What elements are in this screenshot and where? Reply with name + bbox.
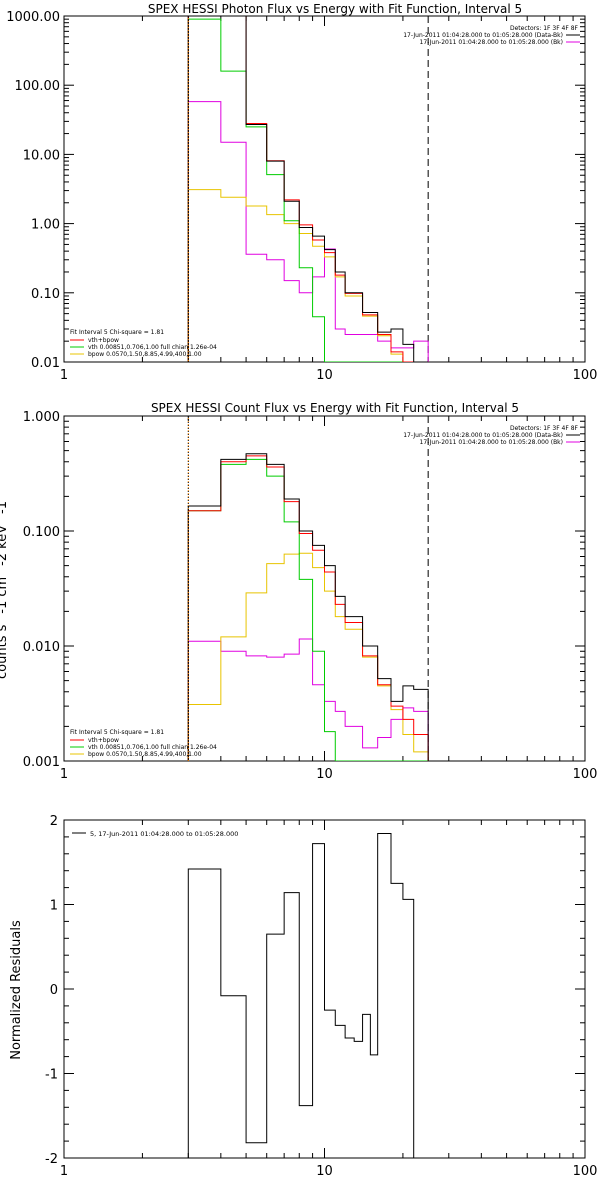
y-tick-label: -1 [45,1068,58,1083]
count-plot-area: 1 10 100 0.001 0.010 0.100 1.000 [23,410,598,782]
y-tick-label: 100.00 [15,79,61,94]
series-background-line [187,101,429,362]
series-bpow-line [187,552,429,761]
y-tick-label: 0.001 [23,755,60,770]
count-flux-panel: SPEX HESSI Count Flux vs Energy with Fit… [0,401,597,782]
residuals-legend-text: 5, 17-Jun-2011 01:04:28.000 to 01:05:28.… [90,830,238,838]
x-tick-label: 10 [316,368,333,383]
photon-time-range-2: 17-Jun-2011 01:04:28.000 to 01:05:28.000… [420,39,563,46]
series-total-line [187,455,429,761]
y-tick-label: 1.00 [31,218,60,233]
series-total-line [187,16,429,362]
count-panel-title: SPEX HESSI Count Flux vs Energy with Fit… [151,401,519,415]
y-tick-label: 2 [50,814,58,829]
series-residuals-line [187,833,415,1158]
y-tick-label: 0 [50,983,58,998]
count-y-axis-label: counts s^-1 cm^-2 keV^-1 [0,501,10,679]
y-tick-label: -2 [45,1152,58,1167]
count-legend-total: vth+bpow [88,737,119,744]
series-background-line [187,638,429,761]
x-tick-label: 1 [60,368,68,383]
photon-plot-area: 1 10 100 0.01 0.10 1.00 10.00 100.00 1000.00 [6,10,597,383]
photon-flux-panel: SPEX HESSI Photon Flux vs Energy with Fi… [6,2,597,383]
count-legend-bpow: bpow 0.0570,1.50,8.85,4.99,400,1.00 [88,751,202,758]
y-tick-label: 1 [50,899,58,914]
residuals-y-axis-label: Normalized Residuals [9,920,24,1060]
photon-legend-total: vth+bpow [88,337,119,344]
x-tick-label: 1 [60,1164,68,1179]
x-tick-label: 10 [316,767,333,782]
photon-fit-header: Fit Interval 5 Chi-square = 1.81 [70,329,164,336]
series-data-line [187,453,429,761]
photon-panel-title: SPEX HESSI Photon Flux vs Energy with Fi… [148,2,522,16]
y-tick-label: 0.10 [31,287,60,302]
series-vth-line [187,458,429,761]
series-data-line [187,16,429,362]
y-tick-label: 10.00 [23,148,60,163]
photon-detectors-text: Detectors: 1F 3F 4F 8F [510,25,579,32]
photon-legend-bpow: bpow 0.0570,1.50,8.85,4.99,400,1.00 [88,351,202,358]
y-tick-label: 0.100 [23,525,60,540]
x-tick-label: 100 [573,1164,598,1179]
count-detectors-text: Detectors: 1F 3F 4F 8F [510,425,579,432]
residuals-plot-area: 1 10 100 -2 -1 0 1 2 [45,814,597,1179]
count-fit-header: Fit Interval 5 Chi-square = 1.81 [70,729,164,736]
y-tick-label: 0.010 [23,640,60,655]
y-tick-label: 1.000 [23,410,60,425]
count-time-range-1: 17-Jun-2011 01:04:28.000 to 01:05:28.000… [403,432,563,439]
count-legend-vth: vth 0.00851,0.706,1.00 full chian 1.26e-… [88,744,217,751]
photon-time-range-1: 17-Jun-2011 01:04:28.000 to 01:05:28.000… [403,32,563,39]
series-vth-line [187,18,429,362]
residuals-panel: 1 10 100 -2 -1 0 1 2 5, 17-Jun-2011 01:04:28.00… [9,814,597,1179]
x-tick-label: 100 [573,767,598,782]
x-tick-label: 1 [60,767,68,782]
y-tick-label: 1000.00 [6,10,60,25]
x-tick-label: 100 [573,368,598,383]
y-tick-label: 0.01 [31,356,60,371]
photon-legend-vth: vth 0.00851,0.706,1.00 full chian 1.26e-… [88,344,217,351]
x-tick-label: 10 [316,1164,333,1179]
count-time-range-2: 17-Jun-2011 01:04:28.000 to 01:05:28.000… [420,439,563,446]
